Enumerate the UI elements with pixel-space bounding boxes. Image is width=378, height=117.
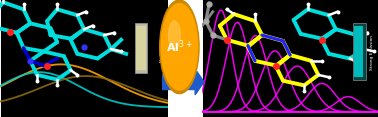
Circle shape (161, 4, 198, 90)
Text: No Emission: No Emission (160, 36, 164, 62)
FancyBboxPatch shape (353, 23, 366, 80)
FancyArrow shape (163, 69, 204, 95)
Text: Al$^{3+}$: Al$^{3+}$ (166, 38, 193, 55)
Text: Strong Emission: Strong Emission (370, 35, 374, 70)
FancyBboxPatch shape (136, 26, 146, 70)
FancyBboxPatch shape (354, 26, 363, 77)
Y-axis label: Emission Intensity (a.u.): Emission Intensity (a.u.) (196, 26, 201, 91)
Circle shape (169, 21, 180, 49)
Circle shape (160, 0, 199, 94)
FancyBboxPatch shape (135, 23, 147, 73)
